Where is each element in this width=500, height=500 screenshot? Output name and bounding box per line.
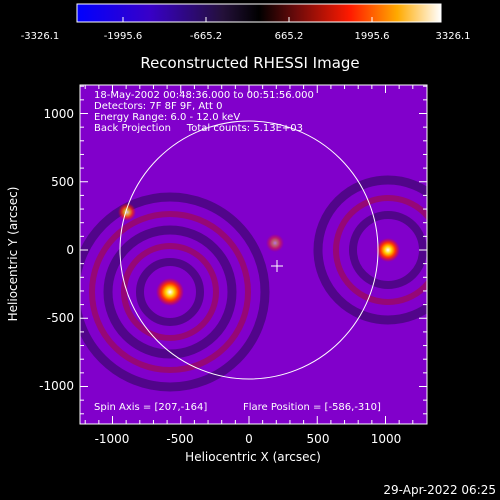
x-tick-label: 0 — [245, 432, 253, 446]
y-axis-label: Heliocentric Y (arcsec) — [6, 187, 20, 322]
energy-range-text: Energy Range: 6.0 - 12.0 keV — [94, 112, 240, 123]
colorbar-tick-labels: -3326.1 -1995.6 -665.2 665.2 1995.6 3326… — [21, 31, 471, 42]
y-tick-label: 500 — [51, 175, 74, 189]
x-axis-label: Heliocentric X (arcsec) — [185, 450, 321, 464]
colorbar-ticks — [122, 17, 373, 22]
colorbar-tick-label: -3326.1 — [21, 31, 60, 42]
x-tick-label: 1000 — [371, 432, 402, 446]
colorbar-tick-label: -1995.6 — [104, 31, 143, 42]
x-tick-label: -1000 — [95, 432, 130, 446]
axis-ticks — [80, 85, 427, 424]
x-tick-label: -500 — [166, 432, 193, 446]
colorbar-tick-label: 1995.6 — [355, 31, 390, 42]
x-axis-tick-labels: -1000 -500 0 500 1000 — [95, 432, 402, 446]
plot-frame — [79, 84, 428, 425]
timestamp: 29-Apr-2022 06:25 — [383, 483, 496, 497]
colorbar — [76, 3, 442, 23]
spin-axis-text: Spin Axis = [207,-164] — [94, 402, 207, 413]
y-tick-label: 1000 — [43, 107, 74, 121]
flare-source-limb — [376, 238, 400, 262]
flare-position-text: Flare Position = [-586,-310] — [243, 402, 381, 413]
detectors-text: Detectors: 7F 8F 9F, Att 0 — [94, 101, 222, 112]
y-axis-tick-labels: 1000 500 0 -500 -1000 — [39, 107, 74, 393]
method-counts-text: Back Projection Total counts: 5.13E+03 — [94, 123, 303, 134]
colorbar-tick-label: 3326.1 — [436, 31, 471, 42]
flare-source-main — [156, 278, 184, 306]
y-tick-label: 0 — [66, 243, 74, 257]
plot-title: Reconstructed RHESSI Image — [140, 54, 359, 72]
image-annotations: 18-May-2002 00:48:36.000 to 00:51:56.000… — [94, 90, 381, 413]
y-tick-label: -500 — [47, 311, 74, 325]
colorbar-tick-label: 665.2 — [275, 31, 304, 42]
y-tick-label: -1000 — [39, 379, 74, 393]
spin-axis-marker — [271, 260, 283, 272]
time-range-text: 18-May-2002 00:48:36.000 to 00:51:56.000 — [94, 90, 314, 101]
colorbar-tick-label: -665.2 — [190, 31, 222, 42]
flare-source-minor — [118, 203, 136, 221]
solar-limb-circle — [119, 120, 379, 380]
flare-source-faint — [266, 234, 284, 252]
rhessi-image — [80, 85, 427, 424]
x-tick-label: 500 — [307, 432, 330, 446]
